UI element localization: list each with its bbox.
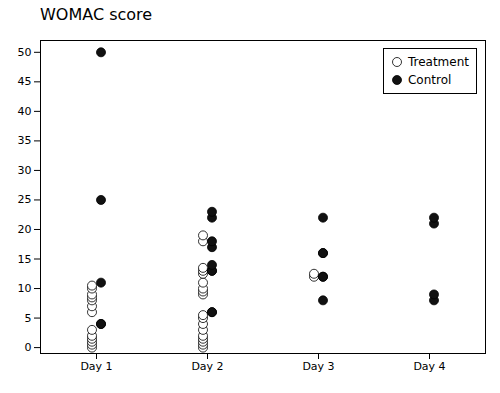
- svg-text:50: 50: [18, 46, 32, 59]
- svg-text:45: 45: [18, 75, 32, 88]
- svg-text:Day 3: Day 3: [302, 360, 334, 373]
- svg-text:35: 35: [18, 134, 32, 147]
- html-text:Control: Control: [407, 73, 452, 87]
- svg-text:25: 25: [18, 193, 32, 206]
- html-text:WOMAC score: WOMAC score: [40, 5, 153, 24]
- svg-text:10: 10: [18, 282, 32, 295]
- svg-text:Day 4: Day 4: [413, 360, 445, 373]
- svg-text:30: 30: [18, 164, 32, 177]
- svg-text:20: 20: [18, 223, 32, 236]
- svg-text:5: 5: [25, 312, 32, 325]
- svg-text:Day 2: Day 2: [191, 360, 223, 373]
- svg-text:Day 1: Day 1: [80, 360, 112, 373]
- svg-text:0: 0: [25, 341, 32, 354]
- svg-text:15: 15: [18, 253, 32, 266]
- svg-text:40: 40: [18, 105, 32, 118]
- html-text:Treatment: Treatment: [407, 55, 469, 69]
